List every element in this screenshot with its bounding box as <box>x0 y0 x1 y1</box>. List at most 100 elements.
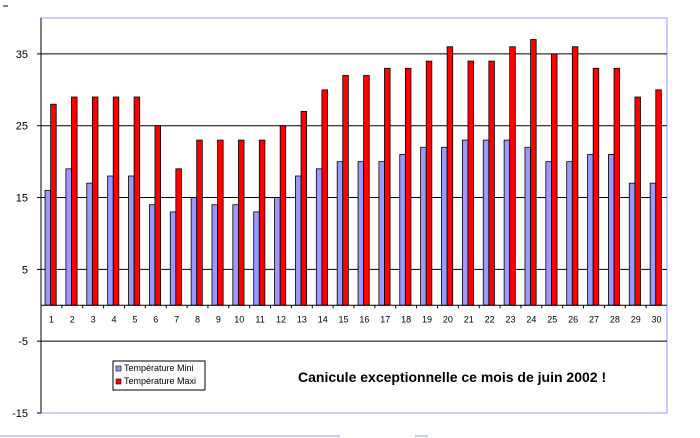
bar-mini-day-26 <box>566 161 573 306</box>
bar-mini-day-15 <box>336 161 344 306</box>
bar-maxi-day-1 <box>50 103 57 306</box>
bar-mini-day-4 <box>107 175 114 306</box>
bar-maxi-day-10 <box>238 139 245 306</box>
x-tick-label: 19 <box>422 314 432 324</box>
legend-label-mini: Température Mini <box>124 363 194 373</box>
bar-mini-day-7 <box>169 211 177 306</box>
bar-maxi-day-20 <box>446 46 454 306</box>
x-tick-labels: 1 2 3 4 5 6 7 8 9 10 11 12 13 14 15 16 17 18 19 20 21 22 23 24 2… <box>49 314 662 324</box>
bar-mini-day-25 <box>545 161 552 306</box>
bar-maxi-day-17 <box>384 67 391 306</box>
bar-maxi-day-4 <box>112 96 120 306</box>
annotation-text: Canicule exceptionnelle ce mois de juin … <box>298 369 606 385</box>
x-tick-label: 1 <box>49 314 54 324</box>
x-tick-label: 20 <box>443 314 453 324</box>
bar-mini-day-13 <box>295 175 302 306</box>
bar-maxi-day-13 <box>300 110 308 306</box>
bar-mini-day-28 <box>608 154 615 306</box>
bar-mini-day-16 <box>357 161 365 306</box>
x-tick-label: 7 <box>174 314 179 324</box>
bar-maxi-day-29 <box>634 96 641 306</box>
x-tick-label: 23 <box>505 314 515 324</box>
x-tick-label: 21 <box>464 314 474 324</box>
axes <box>37 18 667 414</box>
bar-mini-day-30 <box>649 182 657 306</box>
x-tick-label: 8 <box>195 314 200 324</box>
x-tick-label: 5 <box>132 314 137 324</box>
x-tick-label: 29 <box>631 314 641 324</box>
x-tick-label: 26 <box>568 314 578 324</box>
bar-maxi-day-26 <box>571 46 579 306</box>
bar-mini-day-20 <box>441 146 448 306</box>
bar-maxi-day-12 <box>279 125 287 306</box>
legend: Température Mini Température Maxi <box>112 360 206 391</box>
x-tick-label: 17 <box>380 314 390 324</box>
legend-label-maxi: Température Maxi <box>124 376 196 386</box>
x-tick-label: 22 <box>485 314 495 324</box>
bar-maxi-day-21 <box>467 60 474 306</box>
bar-mini-day-6 <box>148 204 156 306</box>
bar-maxi-day-22 <box>488 60 495 306</box>
y-tick-labels: 35 25 15 5 -5 -15 <box>12 49 28 420</box>
bar-maxi-day-28 <box>613 67 621 306</box>
bar-mini-day-5 <box>128 175 135 306</box>
bar-maxi-day-5 <box>133 96 141 306</box>
bar-maxi-day-11 <box>258 139 266 306</box>
bar-maxi-day-16 <box>363 75 370 306</box>
y-tick-label: 35 <box>16 49 28 61</box>
x-tick-label: 28 <box>610 314 620 324</box>
bar-mini-day-8 <box>190 197 198 306</box>
bar-mini-day-29 <box>628 182 636 306</box>
legend-swatch-mini <box>115 365 122 372</box>
bar-maxi-day-6 <box>154 125 161 306</box>
bar-mini-day-2 <box>65 168 72 306</box>
x-tick-label: 24 <box>526 314 536 324</box>
y-tick-label: 15 <box>16 193 28 205</box>
bar-mini-day-23 <box>503 139 511 306</box>
bar-mini-day-12 <box>274 197 281 306</box>
bars <box>44 39 662 306</box>
x-tick-label: 30 <box>652 314 662 324</box>
bar-maxi-day-8 <box>196 139 203 306</box>
bar-mini-day-1 <box>44 189 52 306</box>
bar-maxi-day-25 <box>551 53 558 306</box>
bar-mini-day-10 <box>232 204 239 306</box>
bar-mini-day-11 <box>253 211 260 306</box>
y-tick-label: 25 <box>16 121 28 133</box>
legend-swatch-maxi <box>115 378 122 385</box>
x-tick-label: 6 <box>153 314 158 324</box>
x-tick-label: 3 <box>91 314 96 324</box>
x-tick-label: 13 <box>297 314 307 324</box>
y-tick-label: 5 <box>22 264 28 276</box>
x-tick-label: 11 <box>255 314 264 324</box>
bar-mini-day-17 <box>378 161 385 306</box>
bar-maxi-day-14 <box>321 89 328 306</box>
bar-maxi-day-24 <box>530 39 537 306</box>
bar-mini-day-27 <box>587 154 594 306</box>
x-tick-label: 10 <box>234 314 244 324</box>
x-tick-label: 14 <box>318 314 328 324</box>
bar-maxi-day-23 <box>509 46 516 306</box>
bar-mini-day-21 <box>461 139 469 306</box>
bar-maxi-day-2 <box>71 96 78 306</box>
bar-maxi-day-3 <box>91 96 99 306</box>
y-tick-label: -5 <box>18 336 28 348</box>
bar-mini-day-18 <box>399 154 406 306</box>
bar-maxi-day-15 <box>342 75 349 306</box>
bar-maxi-day-19 <box>425 60 433 306</box>
bar-mini-day-19 <box>420 146 427 306</box>
bar-maxi-day-7 <box>175 168 182 306</box>
bar-maxi-day-27 <box>592 67 600 306</box>
x-tick-label: 9 <box>216 314 221 324</box>
gridlines <box>40 17 668 414</box>
x-tick-label: 12 <box>276 314 286 324</box>
x-tick-label: 15 <box>339 314 349 324</box>
bar-maxi-day-9 <box>217 139 224 306</box>
bar-mini-day-14 <box>315 168 323 306</box>
bar-mini-day-24 <box>524 146 531 306</box>
x-tick-label: 16 <box>359 314 369 324</box>
x-tick-label: 4 <box>112 314 117 324</box>
x-tick-label: 2 <box>70 314 75 324</box>
bar-maxi-day-30 <box>655 89 662 306</box>
